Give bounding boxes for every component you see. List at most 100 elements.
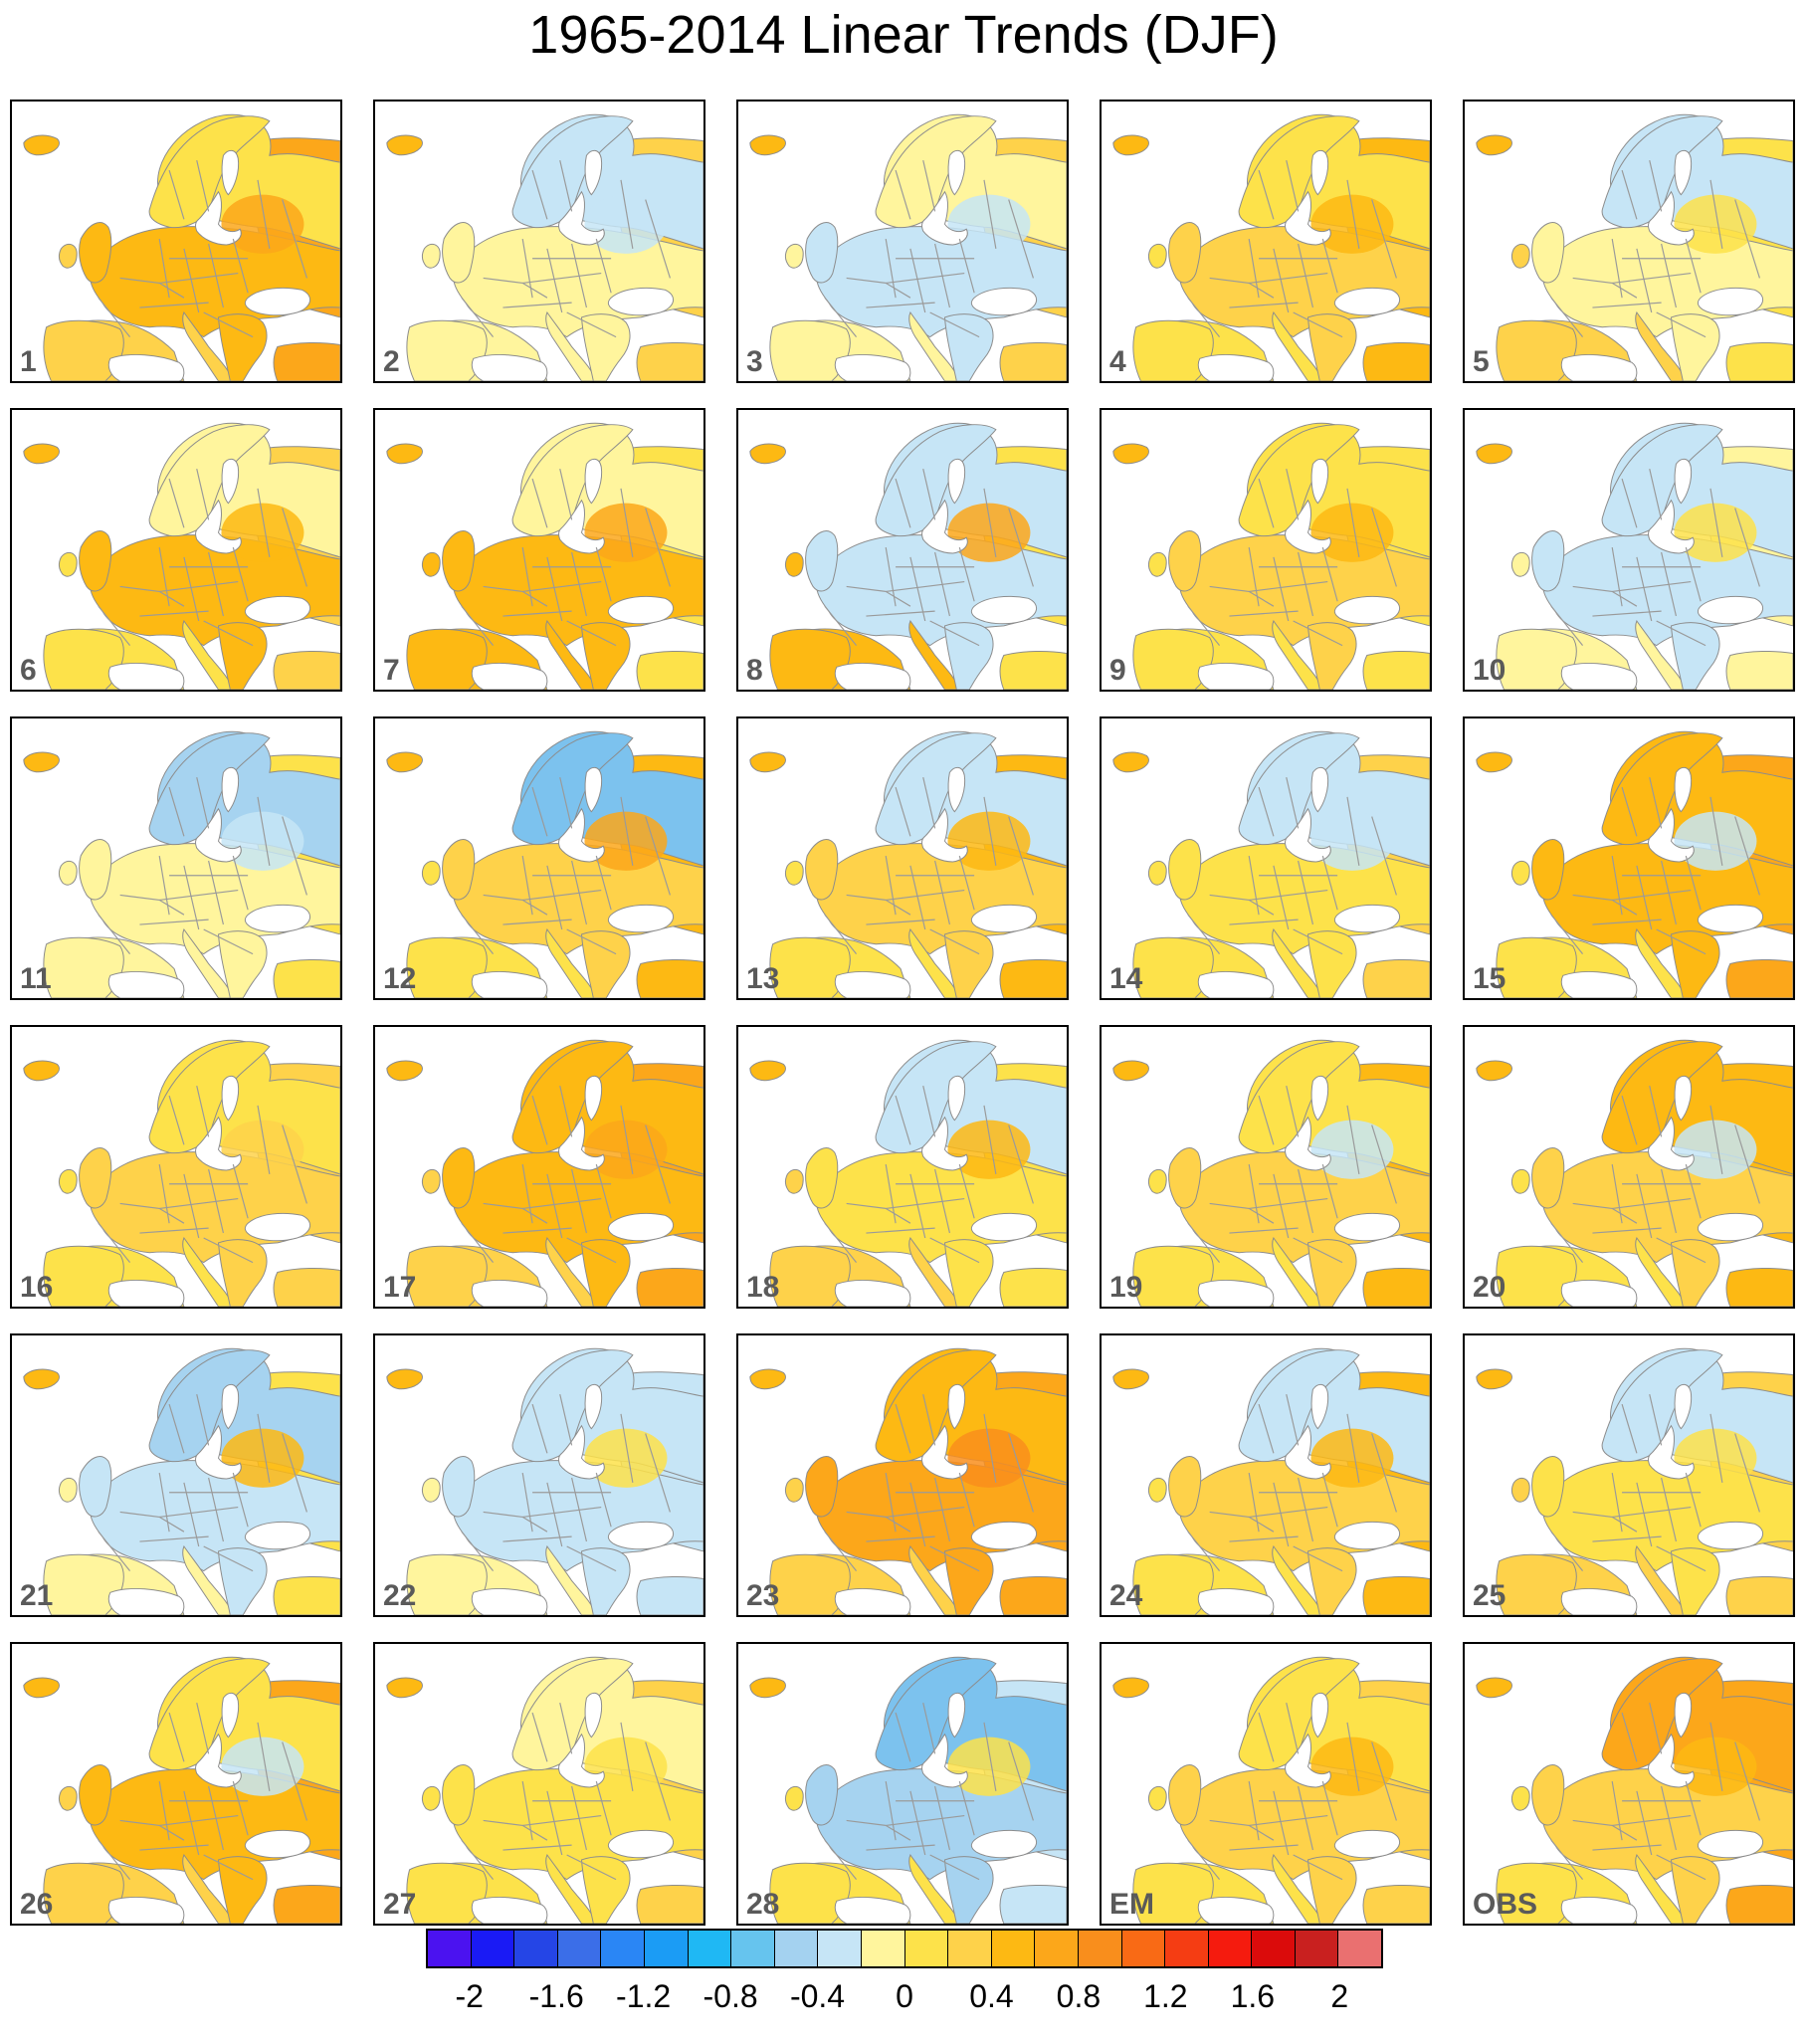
sea-botnia: [1310, 766, 1329, 813]
country-border: [1273, 865, 1290, 930]
sea-botnia: [947, 1692, 966, 1738]
land-region-balkan: [580, 930, 631, 998]
country-border: [183, 1790, 200, 1856]
sea-blacksea: [1333, 595, 1400, 625]
country-border: [885, 1163, 897, 1224]
country-border: [1187, 1839, 1221, 1881]
country-border: [119, 1511, 185, 1533]
country-border: [1273, 1790, 1290, 1856]
sea-blacksea: [970, 1521, 1037, 1550]
land-region-italy: [182, 1236, 234, 1307]
land-region-turkey: [636, 959, 703, 998]
country-border: [502, 919, 572, 925]
land-region-turkey: [273, 1576, 340, 1615]
panel-label: 9: [1109, 654, 1126, 687]
country-border: [1258, 478, 1275, 528]
land-region-uk: [1531, 839, 1565, 901]
country-border: [1187, 605, 1221, 647]
sea-baltic: [920, 1733, 968, 1788]
country-border: [461, 605, 495, 647]
land-region-iberia: [1132, 319, 1214, 381]
country-border: [909, 865, 926, 930]
land-region-iceland: [1112, 1060, 1149, 1082]
sea-botnia: [947, 1075, 966, 1122]
land-region-ireland: [1510, 243, 1530, 269]
anomaly-blob: [1310, 1737, 1394, 1796]
country-border: [1321, 238, 1338, 294]
land-region-balkan: [1670, 1239, 1720, 1307]
land-region-turkey: [1362, 651, 1430, 690]
anomaly-blob: [947, 503, 1031, 562]
land-region-balkan: [217, 1239, 268, 1307]
europe-map: [1476, 1656, 1793, 1924]
country-border: [983, 179, 997, 249]
country-border: [168, 786, 185, 837]
land-region-turkey: [273, 1885, 340, 1924]
figure-title: 1965-2014 Linear Trends (DJF): [528, 5, 1279, 65]
sea-blacksea: [1697, 1829, 1763, 1859]
europe-map: [1476, 422, 1793, 690]
land-region-uk: [1531, 1147, 1565, 1209]
sea-med1: [1560, 1588, 1638, 1615]
panel-label: 20: [1473, 1271, 1506, 1304]
map-panel: 15: [1463, 716, 1795, 1000]
sea-baltic: [920, 1116, 968, 1171]
country-border: [824, 1839, 858, 1881]
country-border: [168, 169, 185, 220]
country-border: [203, 1545, 254, 1572]
colorbar-tick-label: -1.6: [528, 1978, 584, 2014]
country-border: [522, 580, 602, 592]
land-region-italy: [545, 927, 597, 998]
land-region-uk: [805, 530, 839, 592]
country-border: [824, 914, 858, 955]
country-border: [1636, 865, 1653, 930]
land-region-balkan: [580, 1547, 631, 1615]
land-region-iceland: [1112, 134, 1149, 156]
sea-blacksea: [607, 1521, 674, 1550]
country-border: [1550, 1222, 1584, 1264]
colorbar-swatch: [514, 1931, 558, 1966]
country-border: [1734, 508, 1760, 587]
land-region-iberia: [406, 1862, 488, 1924]
country-border: [139, 1535, 209, 1542]
country-border: [866, 1227, 935, 1234]
land-region-iceland: [1112, 751, 1149, 773]
land-region-uk: [1531, 222, 1565, 284]
panel-label: 3: [746, 345, 763, 378]
map-panel: 8: [736, 408, 1069, 692]
country-border: [1187, 297, 1221, 338]
country-border: [461, 914, 495, 955]
country-border: [521, 238, 533, 299]
land-region-iceland: [23, 134, 60, 156]
country-border: [1286, 1394, 1300, 1446]
country-border: [1229, 1227, 1299, 1234]
land-region-uk: [79, 839, 112, 901]
land-region-ireland: [58, 860, 78, 886]
anomaly-blob: [221, 194, 304, 254]
sea-baltic: [557, 190, 605, 246]
sea-blacksea: [970, 904, 1037, 933]
country-border: [183, 556, 200, 622]
country-border: [1249, 1814, 1328, 1826]
land-region-iberia: [1132, 1553, 1214, 1615]
country-border: [203, 928, 254, 955]
land-region-ireland: [1147, 860, 1167, 886]
country-border: [168, 1095, 185, 1145]
colorbar-swatch: [428, 1931, 472, 1966]
land-region-iberia: [1496, 1862, 1577, 1924]
land-region-uk: [79, 1456, 112, 1518]
sea-med1: [471, 354, 548, 381]
land-region-iberia: [1132, 1245, 1214, 1307]
country-border: [1621, 1095, 1638, 1145]
sea-botnia: [221, 1383, 240, 1430]
land-region-italy: [545, 1853, 597, 1924]
country-border: [282, 199, 307, 279]
country-border: [522, 1814, 602, 1826]
map-panel: 27: [373, 1642, 705, 1926]
country-border: [922, 1086, 936, 1137]
land-region-balkan: [217, 313, 268, 381]
country-border: [595, 1472, 612, 1528]
land-region-uk: [1168, 1147, 1202, 1209]
country-border: [922, 469, 936, 520]
land-region-balkan: [580, 1239, 631, 1307]
